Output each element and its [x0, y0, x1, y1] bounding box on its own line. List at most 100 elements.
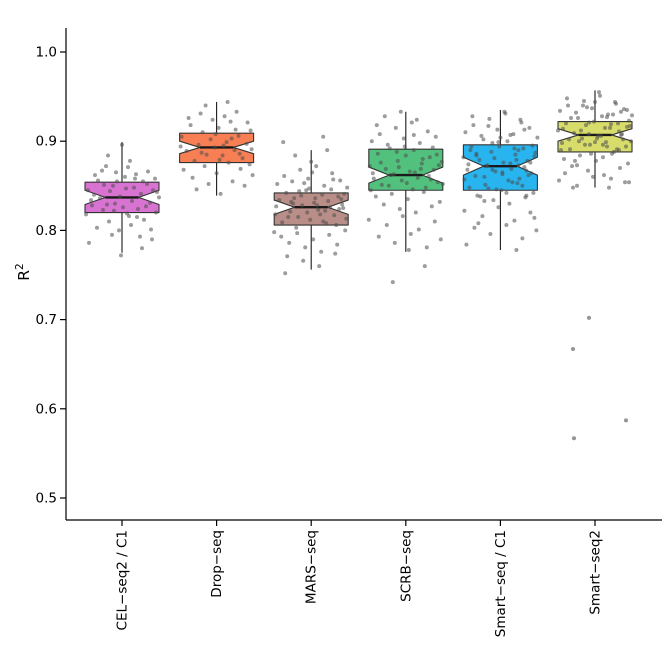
data-point [608, 125, 612, 130]
data-point [468, 148, 473, 153]
data-point [496, 205, 501, 210]
data-point [532, 215, 537, 220]
data-point [314, 164, 319, 169]
data-point [101, 207, 105, 212]
y-tick-label: 0.6 [36, 401, 57, 417]
data-point [192, 158, 197, 163]
data-point [599, 133, 603, 138]
data-point [317, 264, 322, 269]
data-point [414, 117, 419, 122]
data-point [383, 166, 388, 171]
data-point [522, 127, 527, 132]
data-point [476, 221, 481, 226]
data-point [225, 99, 230, 104]
data-point [475, 193, 480, 198]
data-point [296, 215, 301, 220]
data-point [315, 203, 320, 208]
data-point [237, 151, 242, 156]
data-point [483, 182, 488, 187]
data-point [437, 199, 442, 204]
data-point [532, 154, 537, 159]
data-point [482, 198, 487, 203]
data-point [513, 152, 518, 157]
data-point [504, 190, 509, 195]
data-point [138, 234, 142, 239]
data-point [242, 183, 247, 188]
data-point [302, 181, 307, 186]
data-point [491, 198, 496, 203]
data-point [146, 169, 150, 174]
data-point [525, 158, 530, 163]
data-point [89, 198, 93, 203]
data-point [294, 225, 299, 230]
data-point [530, 143, 535, 148]
data-point [203, 103, 208, 108]
data-point [415, 175, 420, 180]
data-point [144, 204, 148, 209]
data-point [332, 213, 337, 218]
data-point [587, 120, 591, 125]
data-point [613, 99, 617, 104]
data-point [565, 96, 569, 101]
data-point [322, 183, 327, 188]
data-point [323, 208, 328, 213]
data-point [280, 220, 285, 225]
data-point [105, 202, 109, 207]
data-point [238, 166, 243, 171]
data-point [627, 118, 631, 123]
data-point [321, 134, 326, 139]
data-point [499, 188, 504, 193]
data-point [148, 200, 152, 205]
data-point [229, 136, 234, 141]
data-point [282, 173, 287, 178]
data-point [331, 177, 336, 182]
data-point [465, 167, 470, 172]
data-point [236, 133, 241, 138]
data-point [392, 240, 397, 245]
data-point [98, 196, 102, 201]
data-point [366, 217, 371, 222]
data-point [426, 173, 431, 178]
data-point [516, 163, 521, 168]
data-point [429, 204, 434, 209]
data-point [516, 148, 521, 153]
data-point [244, 141, 249, 146]
data-point [592, 119, 596, 124]
data-point [345, 185, 350, 190]
data-point [368, 188, 373, 193]
data-point [496, 140, 501, 145]
data-point [190, 175, 195, 180]
data-point [222, 114, 227, 119]
data-point [128, 158, 132, 163]
data-point [87, 240, 91, 245]
data-point [463, 130, 468, 135]
box-6 [557, 121, 633, 153]
data-point [112, 208, 116, 213]
data-point [570, 164, 574, 169]
data-point [378, 160, 383, 165]
data-point [575, 163, 579, 168]
data-point [575, 183, 579, 188]
data-point [114, 170, 118, 175]
data-point [145, 182, 149, 187]
data-point [274, 204, 279, 209]
data-point [489, 149, 494, 154]
data-point [502, 109, 507, 114]
data-point [497, 144, 502, 149]
data-point [391, 172, 396, 177]
data-point [438, 237, 443, 242]
data-point [427, 155, 432, 160]
data-point [196, 142, 201, 147]
x-tick-label: Smart−seq / C1 [493, 530, 509, 637]
data-point [512, 146, 517, 151]
data-point [420, 157, 425, 162]
data-point [470, 114, 475, 119]
data-point [482, 174, 487, 179]
data-point [107, 219, 111, 224]
data-point [178, 144, 183, 149]
data-point [605, 115, 609, 120]
data-point [228, 119, 233, 124]
data-point [564, 121, 568, 126]
data-point [588, 142, 592, 147]
